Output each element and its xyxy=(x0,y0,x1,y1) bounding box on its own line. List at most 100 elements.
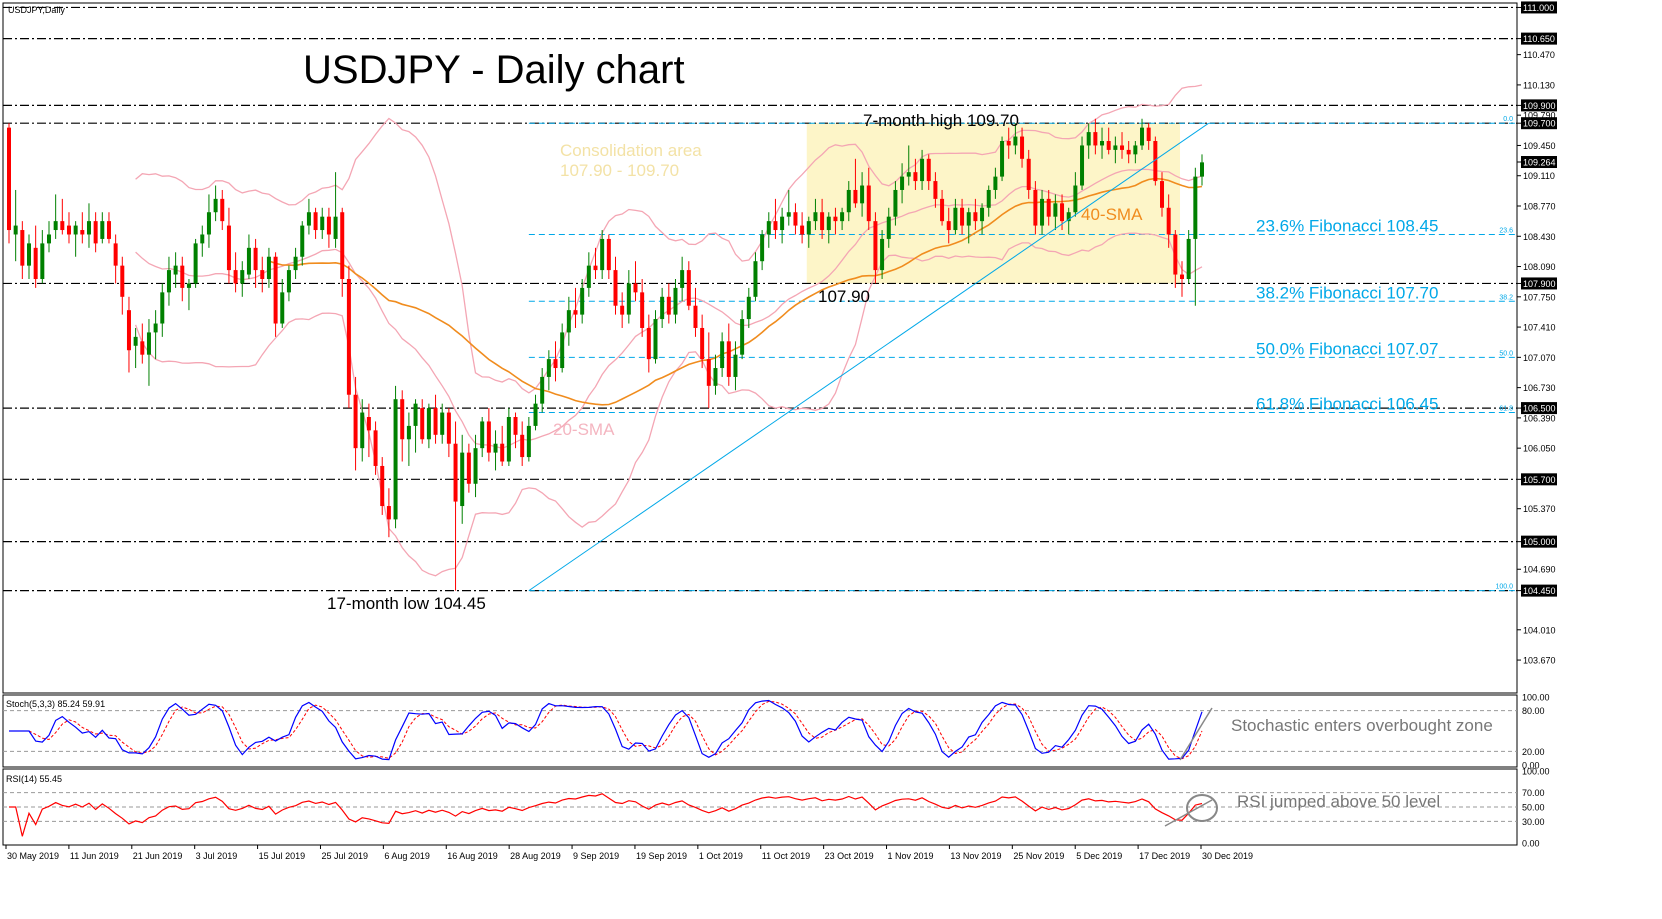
candle-body xyxy=(613,270,618,306)
candle xyxy=(593,247,598,279)
sma20-label: 20-SMA xyxy=(553,420,615,439)
candle xyxy=(746,287,751,328)
rsi-axis-label: 70.00 xyxy=(1522,788,1545,798)
candle xyxy=(406,412,411,466)
candle xyxy=(473,434,478,498)
price-label: 106.730 xyxy=(1523,383,1556,393)
candle xyxy=(840,207,845,231)
candle-body xyxy=(906,172,911,177)
candle-body xyxy=(753,261,758,297)
candle-body xyxy=(946,221,951,231)
price-label: 108.430 xyxy=(1523,232,1556,242)
candle-body xyxy=(1173,234,1178,275)
candle-body xyxy=(586,265,591,288)
fib-level-tag: 50.0 xyxy=(1499,350,1513,357)
candle-body xyxy=(513,417,518,435)
candle xyxy=(286,265,291,302)
candle-body xyxy=(920,158,925,182)
candle xyxy=(173,252,178,288)
candle xyxy=(980,203,985,235)
candle-body xyxy=(280,292,285,324)
candle-body xyxy=(580,287,585,315)
time-axis: 30 May 2019 11 Jun 2019 21 Jun 2019 3 Jul 2… xyxy=(5,845,1253,861)
candle xyxy=(1120,132,1125,159)
candle-body xyxy=(773,221,778,231)
candle-body xyxy=(266,256,271,279)
candle-body xyxy=(153,323,158,333)
candle xyxy=(860,172,865,217)
candle xyxy=(113,234,118,284)
candle xyxy=(786,189,791,226)
price-tag xyxy=(1521,584,1557,597)
candle-body xyxy=(666,296,671,315)
fib-label: 38.2% Fibonacci 107.70 xyxy=(1256,283,1438,302)
time-label: 23 Oct 2019 xyxy=(825,851,874,861)
candle xyxy=(766,212,771,248)
candle-body xyxy=(33,247,38,279)
candle-body xyxy=(600,238,605,271)
price-tag-label: 109.264 xyxy=(1523,158,1556,168)
stochastic-panel: Stoch(5,3,3) 85.24 59.91 Stochastic ente… xyxy=(2,693,1550,771)
candle-body xyxy=(853,189,858,204)
candle xyxy=(120,256,125,315)
candle-body xyxy=(393,399,398,520)
candle-body xyxy=(873,221,878,271)
candle-body xyxy=(933,181,938,199)
price-tag xyxy=(1521,402,1557,415)
candle xyxy=(140,323,145,364)
price-tag xyxy=(1521,1,1557,14)
time-label: 1 Oct 2019 xyxy=(699,851,743,861)
price-tag-label: 107.900 xyxy=(1523,279,1556,289)
fib-level-tag: 100.0 xyxy=(1495,584,1513,591)
candle xyxy=(1020,127,1025,168)
candle-body xyxy=(353,394,358,449)
candle xyxy=(773,198,778,239)
rsi-lines xyxy=(3,792,1517,837)
candle xyxy=(306,198,311,235)
candle-body xyxy=(833,216,838,222)
candle xyxy=(213,185,218,222)
price-label: 106.050 xyxy=(1523,444,1556,454)
candle xyxy=(780,207,785,244)
candle xyxy=(66,212,71,244)
candle-body xyxy=(800,225,805,235)
candle-body xyxy=(686,270,691,306)
candle-body xyxy=(200,234,205,244)
rsi-note: RSI jumped above 50 level xyxy=(1237,792,1440,811)
candle-body xyxy=(793,212,798,226)
candle-body xyxy=(913,172,918,182)
candle xyxy=(1200,154,1204,186)
candle-body xyxy=(526,425,531,458)
stochastic-lines xyxy=(3,699,1517,761)
candle xyxy=(126,296,131,373)
price-axis: 111.000110.650110.470110.130109.900109.7… xyxy=(1517,1,1557,666)
candle-body xyxy=(1193,176,1198,239)
candle-body xyxy=(860,185,865,204)
upper-band xyxy=(135,84,1203,394)
candle-body xyxy=(880,238,885,271)
price-label: 105.370 xyxy=(1523,504,1556,514)
candle xyxy=(700,314,705,369)
candle-body xyxy=(260,270,265,279)
candle xyxy=(506,408,511,466)
candle-body xyxy=(1066,212,1071,222)
candle-body xyxy=(120,265,125,297)
candle-body xyxy=(1200,162,1204,177)
candle-body xyxy=(986,189,991,208)
candle xyxy=(380,457,385,515)
candle-body xyxy=(73,225,78,235)
time-label: 25 Jul 2019 xyxy=(321,851,368,861)
candle-body xyxy=(1153,141,1158,182)
candle xyxy=(340,207,345,297)
candle-body xyxy=(653,319,658,360)
candle xyxy=(560,323,565,373)
candle-body xyxy=(960,207,965,226)
candle xyxy=(833,207,838,235)
candle-body xyxy=(660,296,665,320)
fib-label: 23.6% Fibonacci 108.45 xyxy=(1256,216,1438,235)
candle xyxy=(1033,181,1038,235)
candle-body xyxy=(926,158,931,182)
candle xyxy=(420,399,425,444)
stoch-axis-label: 80.00 xyxy=(1522,706,1545,716)
